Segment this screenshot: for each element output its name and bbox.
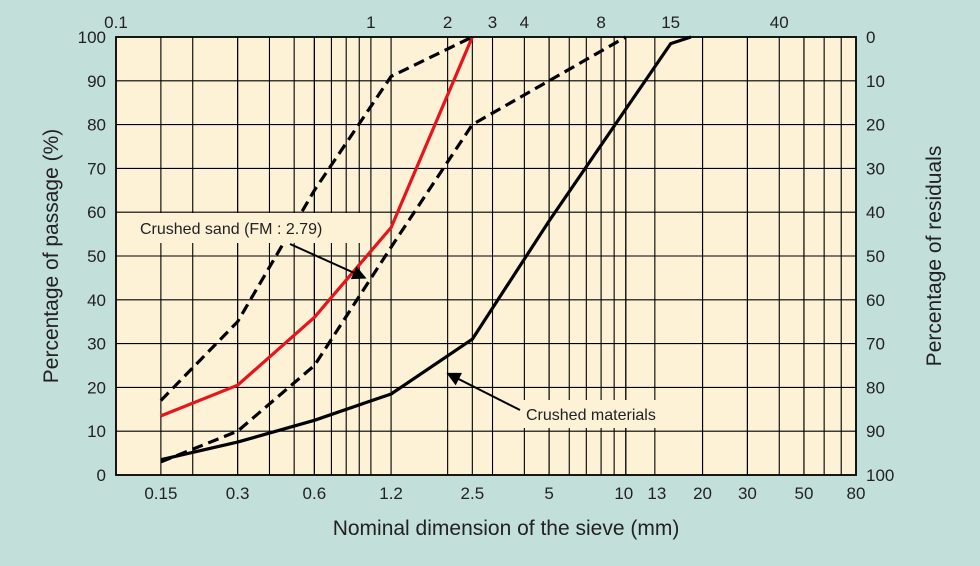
series-line-1 (160, 36, 474, 418)
x-top-tick-label: 3 (488, 13, 497, 32)
y2-tick-label: 0 (866, 28, 875, 47)
y2-tick-label: 90 (866, 422, 885, 441)
tick-labels: 0.15 0.3 0.6 1.2 2.5 5 10 13 20 30 50 80 0.1 1 2 3 4 8 15 4… (78, 13, 895, 503)
y-tick-label: 70 (87, 159, 106, 178)
x-top-tick-label: 2 (443, 13, 452, 32)
x-tick-label: 13 (647, 484, 666, 503)
y2-tick-label: 60 (866, 291, 885, 310)
series-line-2 (159, 35, 473, 402)
annotation-box-materials (520, 400, 696, 428)
x-top-tick-label: 8 (596, 13, 605, 32)
x-tick-label: 0.15 (144, 484, 177, 503)
x-tick-label: 80 (847, 484, 866, 503)
y-tick-label: 50 (87, 247, 106, 266)
y2-tick-label: 20 (866, 116, 885, 135)
x-top-tick-label: 0.1 (104, 13, 128, 32)
x-tick-label: 20 (693, 484, 712, 503)
x-top-tick-label: 4 (520, 13, 529, 32)
annotation-text-sand: Crushed sand (FM : 2.79) (140, 221, 322, 238)
y-tick-label: 20 (87, 378, 106, 397)
y-tick-label: 100 (78, 28, 106, 47)
y2-tick-label: 50 (866, 247, 885, 266)
y2-tick-label: 70 (866, 335, 885, 354)
series-layer (159, 35, 692, 464)
x-axis-label: Nominal dimension of the sieve (mm) (333, 517, 680, 540)
y-axis-label: Percentage of passage (%) (40, 129, 63, 383)
y-tick-label: 80 (87, 116, 106, 135)
y2-tick-label: 30 (866, 159, 885, 178)
y-tick-label: 90 (87, 72, 106, 91)
x-tick-label: 0.6 (303, 484, 327, 503)
y-tick-label: 0 (97, 466, 106, 485)
y2-axis-label: Percentage of residuals (923, 146, 946, 367)
x-tick-label: 50 (795, 484, 814, 503)
x-top-tick-label: 15 (661, 13, 680, 32)
y2-tick-label: 80 (866, 378, 885, 397)
x-tick-label: 0.3 (226, 484, 250, 503)
annotations: Crushed sand (FM : 2.79) Crushed material… (133, 213, 696, 428)
x-tick-label: 10 (614, 484, 633, 503)
y-tick-label: 10 (87, 422, 106, 441)
annotation-arrow-sand (289, 243, 367, 280)
x-tick-label: 1.2 (379, 484, 403, 503)
y-tick-label: 40 (87, 291, 106, 310)
x-tick-label: 30 (738, 484, 757, 503)
series-line-3 (160, 35, 627, 464)
y-tick-label: 60 (87, 203, 106, 222)
y2-tick-label: 40 (866, 203, 885, 222)
x-tick-label: 2.5 (461, 484, 485, 503)
x-top-tick-label: 40 (770, 13, 789, 32)
annotation-text-materials: Crushed materials (526, 407, 656, 424)
y2-tick-label: 100 (866, 466, 894, 485)
series-line-4 (160, 35, 692, 462)
x-top-tick-label: 1 (366, 13, 375, 32)
annotation-arrow-materials (446, 372, 521, 411)
y-tick-label: 30 (87, 335, 106, 354)
x-tick-label: 5 (544, 484, 553, 503)
plot-frame (115, 36, 857, 476)
annotation-box-sand (133, 213, 365, 243)
y2-tick-label: 10 (866, 72, 885, 91)
